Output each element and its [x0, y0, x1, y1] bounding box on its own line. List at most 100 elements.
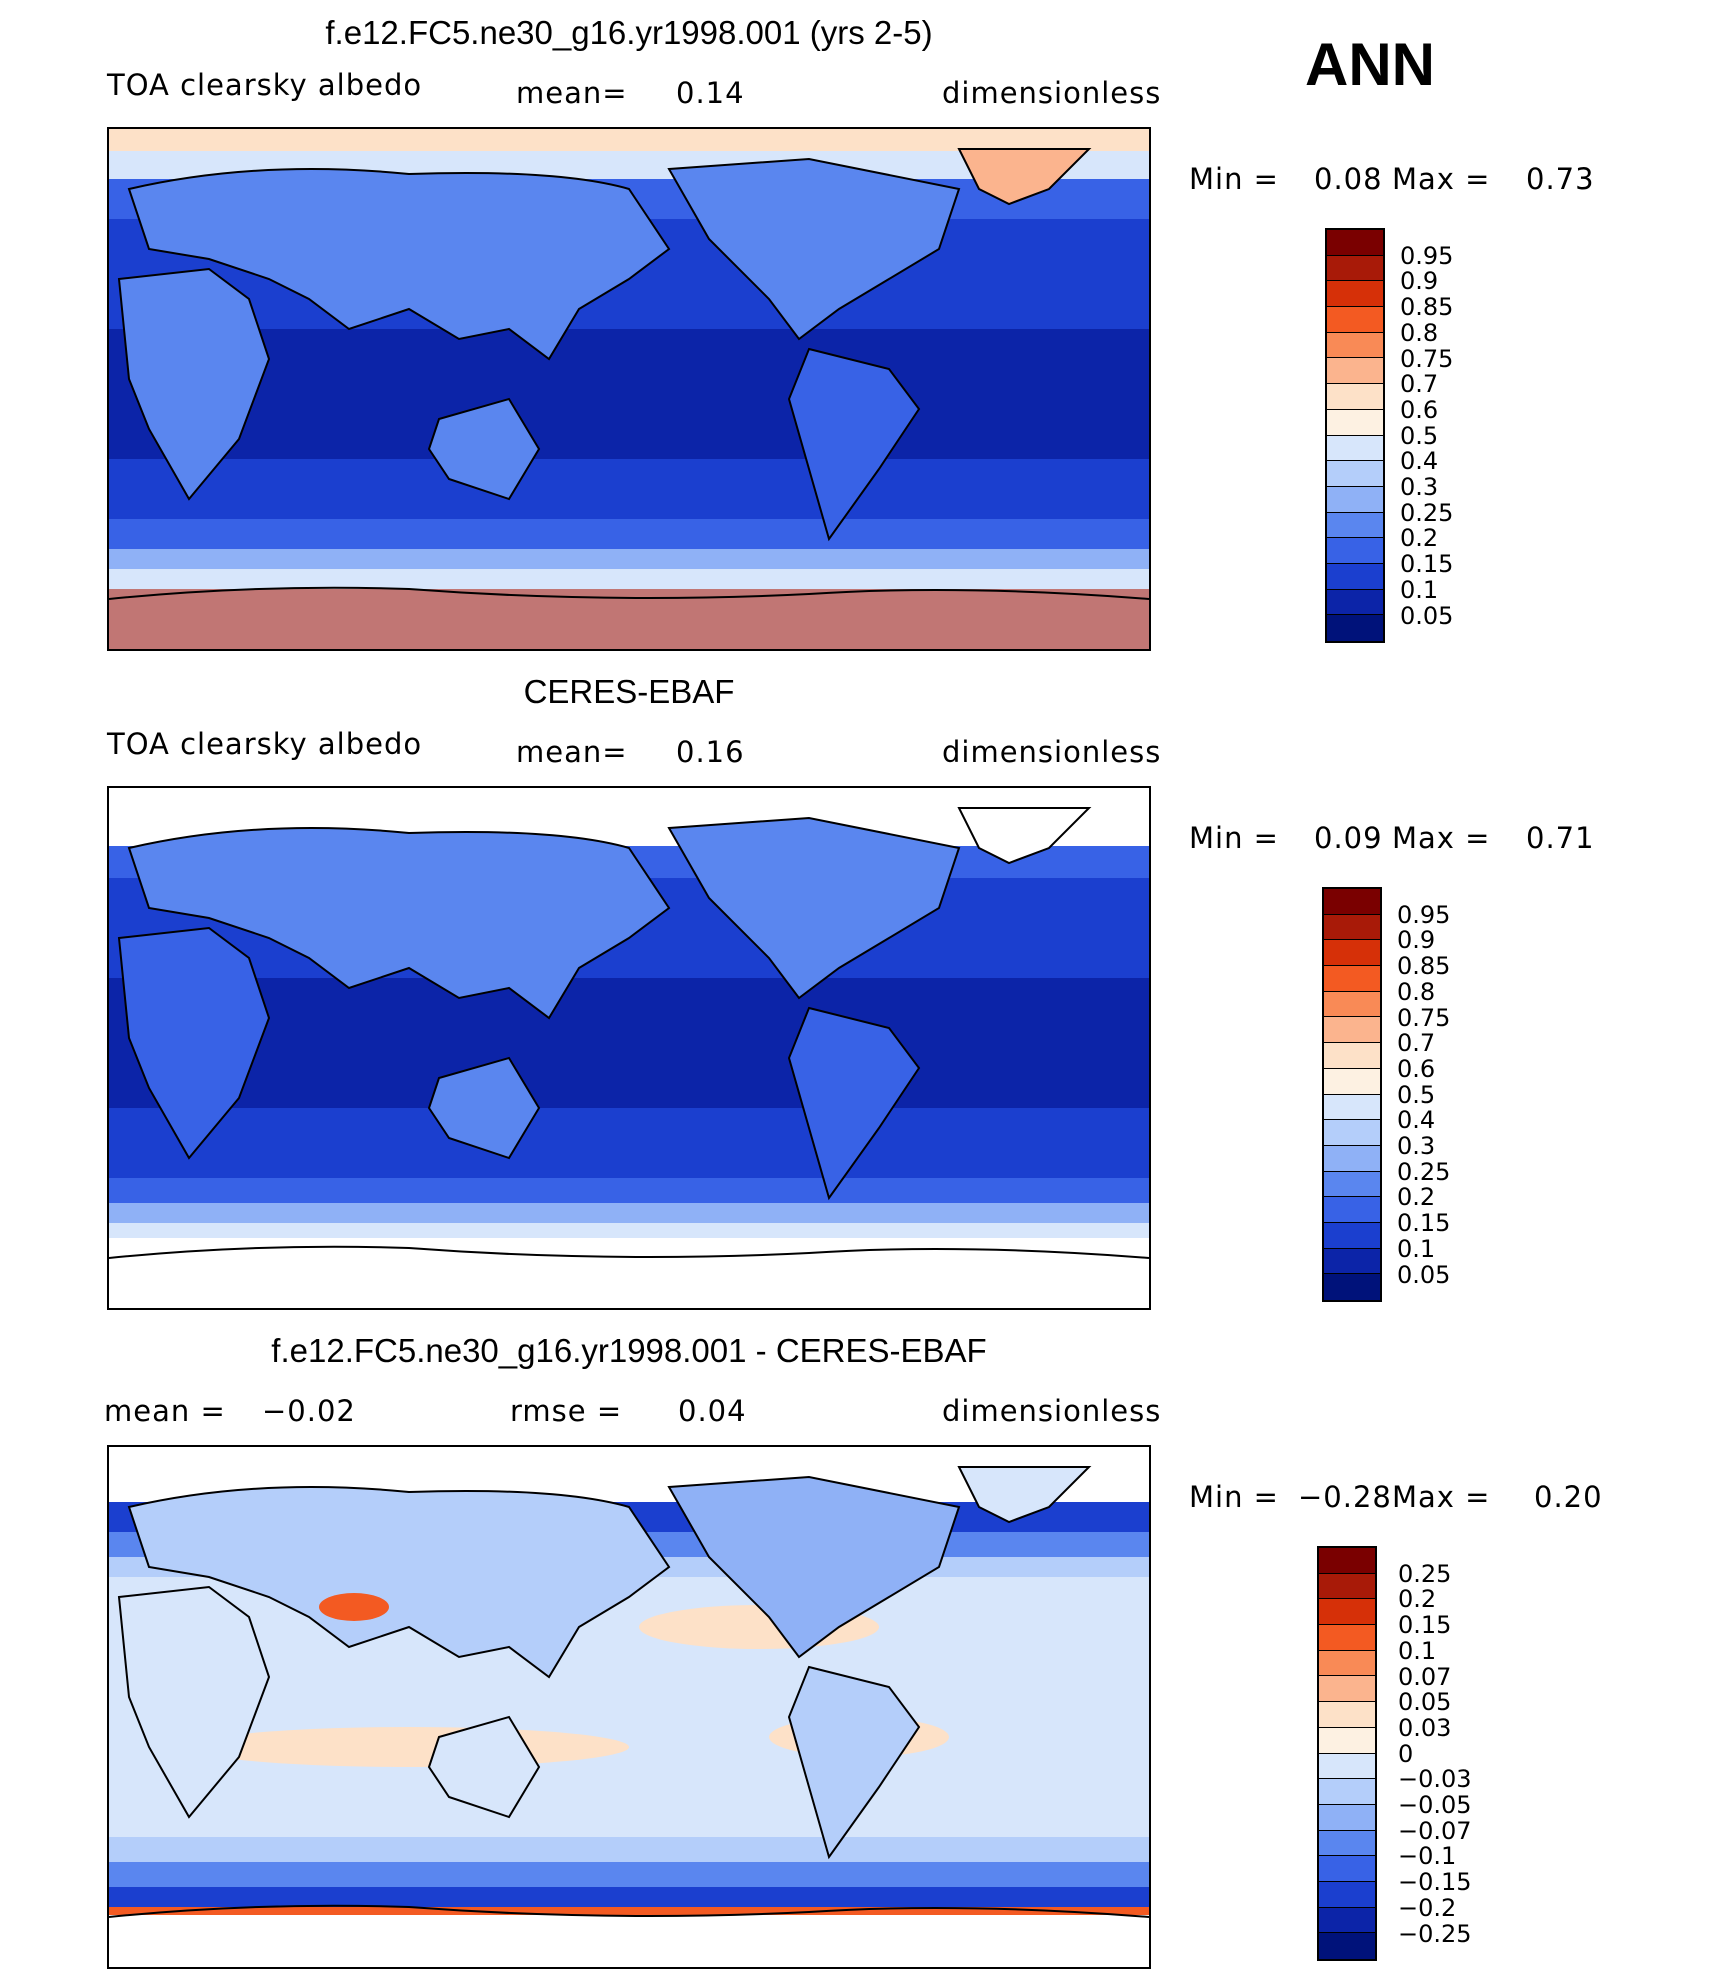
colorbar-swatch — [1319, 1650, 1375, 1677]
panel-2-max-value: 0.71 — [1526, 821, 1595, 855]
colorbar-swatch — [1327, 435, 1383, 462]
panel-2-mean-label: mean= — [516, 735, 628, 769]
colorbar-tick-label: 0 — [1398, 1739, 1414, 1768]
colorbar-swatch — [1327, 486, 1383, 513]
panel-2-units: dimensionless — [942, 735, 1162, 769]
colorbar-tick-label: 0.25 — [1398, 1559, 1452, 1588]
colorbar-swatch — [1327, 589, 1383, 616]
panel-1-map — [107, 127, 1151, 651]
colorbar-swatch — [1324, 1017, 1380, 1044]
panel-3-min-value: −0.28 — [1298, 1480, 1392, 1514]
colorbar-tick-label: 0.1 — [1397, 1234, 1436, 1263]
colorbar-tick-label: 0.75 — [1397, 1003, 1451, 1032]
colorbar-swatch — [1319, 1727, 1375, 1754]
colorbar-swatch — [1319, 1676, 1375, 1703]
colorbar-swatch — [1324, 1145, 1380, 1172]
colorbar-tick-label: 0.85 — [1400, 293, 1454, 322]
colorbar-tick-label: 0.4 — [1397, 1106, 1436, 1135]
colorbar-swatch — [1327, 563, 1383, 590]
panel-1-min-label: Min = — [1189, 162, 1279, 196]
colorbar-swatch — [1327, 512, 1383, 539]
colorbar-tick-label: 0.05 — [1397, 1260, 1451, 1289]
colorbar-tick-label: 0.7 — [1400, 370, 1439, 399]
colorbar-swatch — [1319, 1779, 1375, 1805]
colorbar-swatch — [1327, 358, 1383, 385]
panel-3-map — [107, 1445, 1151, 1969]
panel-3-min-label: Min = — [1189, 1480, 1279, 1514]
panel-3-rmse-label: rmse = — [510, 1394, 623, 1428]
colorbar-swatch — [1319, 1933, 1375, 1959]
colorbar-tick-label: 0.2 — [1398, 1585, 1437, 1614]
colorbar-tick-label: 0.9 — [1400, 267, 1439, 296]
panel-2-min-value: 0.09 — [1314, 821, 1383, 855]
colorbar-swatch — [1324, 1120, 1380, 1146]
colorbar-tick-label: −0.2 — [1398, 1893, 1457, 1922]
colorbar-tick-label: 0.25 — [1400, 498, 1454, 527]
colorbar-tick-label: 0.4 — [1400, 447, 1439, 476]
colorbar-swatch — [1327, 332, 1383, 359]
season-label: ANN — [1305, 31, 1435, 98]
panel-1-mean-label: mean= — [516, 76, 628, 110]
colorbar-swatch — [1327, 409, 1383, 436]
panel-3-mean-value: −0.02 — [262, 1394, 356, 1428]
panel-1-mean-value: 0.14 — [676, 76, 745, 110]
colorbar-swatch — [1324, 1274, 1380, 1300]
colorbar-swatch — [1319, 1753, 1375, 1780]
panel-3-rmse-value: 0.04 — [678, 1394, 747, 1428]
colorbar-swatch — [1327, 538, 1383, 564]
colorbar-tick-label: 0.2 — [1400, 524, 1439, 553]
colorbar-tick-label: 0.05 — [1400, 601, 1454, 630]
panel-2-mean-value: 0.16 — [676, 735, 745, 769]
colorbar-tick-label: −0.15 — [1398, 1868, 1472, 1897]
colorbar-tick-label: 0.1 — [1398, 1636, 1437, 1665]
colorbar-tick-label: 0.95 — [1400, 241, 1454, 270]
colorbar-tick-label: 0.25 — [1397, 1157, 1451, 1186]
colorbar-swatch — [1324, 1068, 1380, 1095]
colorbar-swatch — [1324, 1171, 1380, 1198]
colorbar-swatch — [1324, 1094, 1380, 1121]
panel-2-map — [107, 786, 1151, 1310]
colorbar-tick-label: 0.2 — [1397, 1183, 1436, 1212]
colorbar-swatch — [1327, 230, 1383, 256]
panel-3-title: f.e12.FC5.ne30_g16.yr1998.001 - CERES-EB… — [271, 1332, 987, 1369]
panel-1-max-value: 0.73 — [1526, 162, 1595, 196]
panel-1-units: dimensionless — [942, 76, 1162, 110]
panel-3-units: dimensionless — [942, 1394, 1162, 1428]
colorbar-tick-label: 0.85 — [1397, 952, 1451, 981]
colorbar-tick-label: −0.25 — [1398, 1919, 1472, 1948]
colorbar-tick-label: 0.75 — [1400, 344, 1454, 373]
panel-3-max-value: 0.20 — [1534, 1480, 1603, 1514]
colorbar-tick-label: −0.05 — [1398, 1791, 1472, 1819]
colorbar-tick-label: 0.6 — [1400, 395, 1439, 424]
colorbar-swatch — [1319, 1573, 1375, 1600]
colorbar-swatch — [1319, 1599, 1375, 1626]
colorbar-swatch — [1327, 307, 1383, 333]
colorbar-swatch — [1319, 1830, 1375, 1857]
panel-1-min-value: 0.08 — [1314, 162, 1383, 196]
colorbar-tick-label: 0.1 — [1400, 575, 1439, 604]
colorbar-swatch — [1324, 914, 1380, 941]
colorbar-tick-label: −0.1 — [1398, 1842, 1457, 1871]
colorbar-tick-label: 0.07 — [1398, 1662, 1452, 1691]
panel-1-colorbar — [1325, 228, 1385, 644]
panel-3-colorbar — [1317, 1546, 1377, 1962]
panel-1-variable-label: TOA clearsky albedo — [107, 68, 423, 102]
colorbar-swatch — [1324, 1248, 1380, 1275]
colorbar-tick-label: 0.3 — [1400, 473, 1439, 501]
colorbar-tick-label: 0.03 — [1398, 1713, 1452, 1742]
colorbar-tick-label: 0.6 — [1397, 1054, 1436, 1083]
colorbar-swatch — [1327, 615, 1383, 641]
colorbar-swatch — [1324, 1197, 1380, 1223]
colorbar-tick-label: −0.03 — [1398, 1765, 1472, 1794]
panel-2-title: CERES-EBAF — [523, 673, 735, 710]
colorbar-swatch — [1319, 1548, 1375, 1574]
colorbar-swatch — [1324, 889, 1380, 915]
colorbar-tick-label: 0.3 — [1397, 1132, 1436, 1160]
colorbar-swatch — [1327, 255, 1383, 282]
colorbar-swatch — [1319, 1881, 1375, 1908]
colorbar-swatch — [1324, 1043, 1380, 1069]
panel-2-min-label: Min = — [1189, 821, 1279, 855]
colorbar-tick-label: 0.7 — [1397, 1029, 1436, 1058]
panel-2-colorbar — [1322, 887, 1382, 1303]
panel-1-max-label: Max = — [1392, 162, 1491, 196]
